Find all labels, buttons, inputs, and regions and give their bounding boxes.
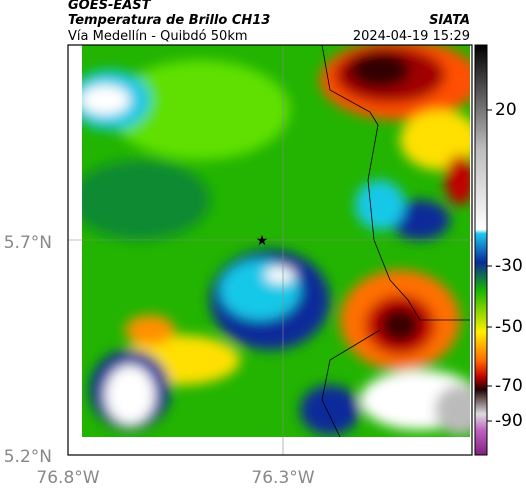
tick-label: 20	[495, 100, 517, 120]
colorbar	[474, 44, 488, 456]
location-star: ★	[256, 233, 269, 249]
tick-label: -70	[495, 376, 523, 396]
lat-label: 5.7°N	[4, 233, 52, 253]
agency: SIATA	[429, 13, 470, 28]
tick-label: -90	[495, 411, 523, 431]
tick-label: -50	[495, 317, 523, 337]
satellite-image	[82, 45, 470, 437]
title: Temperatura de Brillo CH13	[68, 13, 270, 28]
subtitle: Vía Medellín - Quibdó 50km	[68, 29, 248, 44]
map-frame	[67, 44, 473, 456]
lat-label: 5.2°N	[4, 447, 52, 467]
lon-label: 76.8°W	[36, 468, 99, 488]
lon-label: 76.3°W	[251, 468, 314, 488]
colorbar-ticks: 20 -30 -50 -70 -90	[487, 100, 523, 431]
datetime: 2024-04-19 15:29	[353, 29, 470, 44]
tick-label: -30	[495, 256, 523, 276]
source: GOES-EAST	[68, 0, 152, 13]
